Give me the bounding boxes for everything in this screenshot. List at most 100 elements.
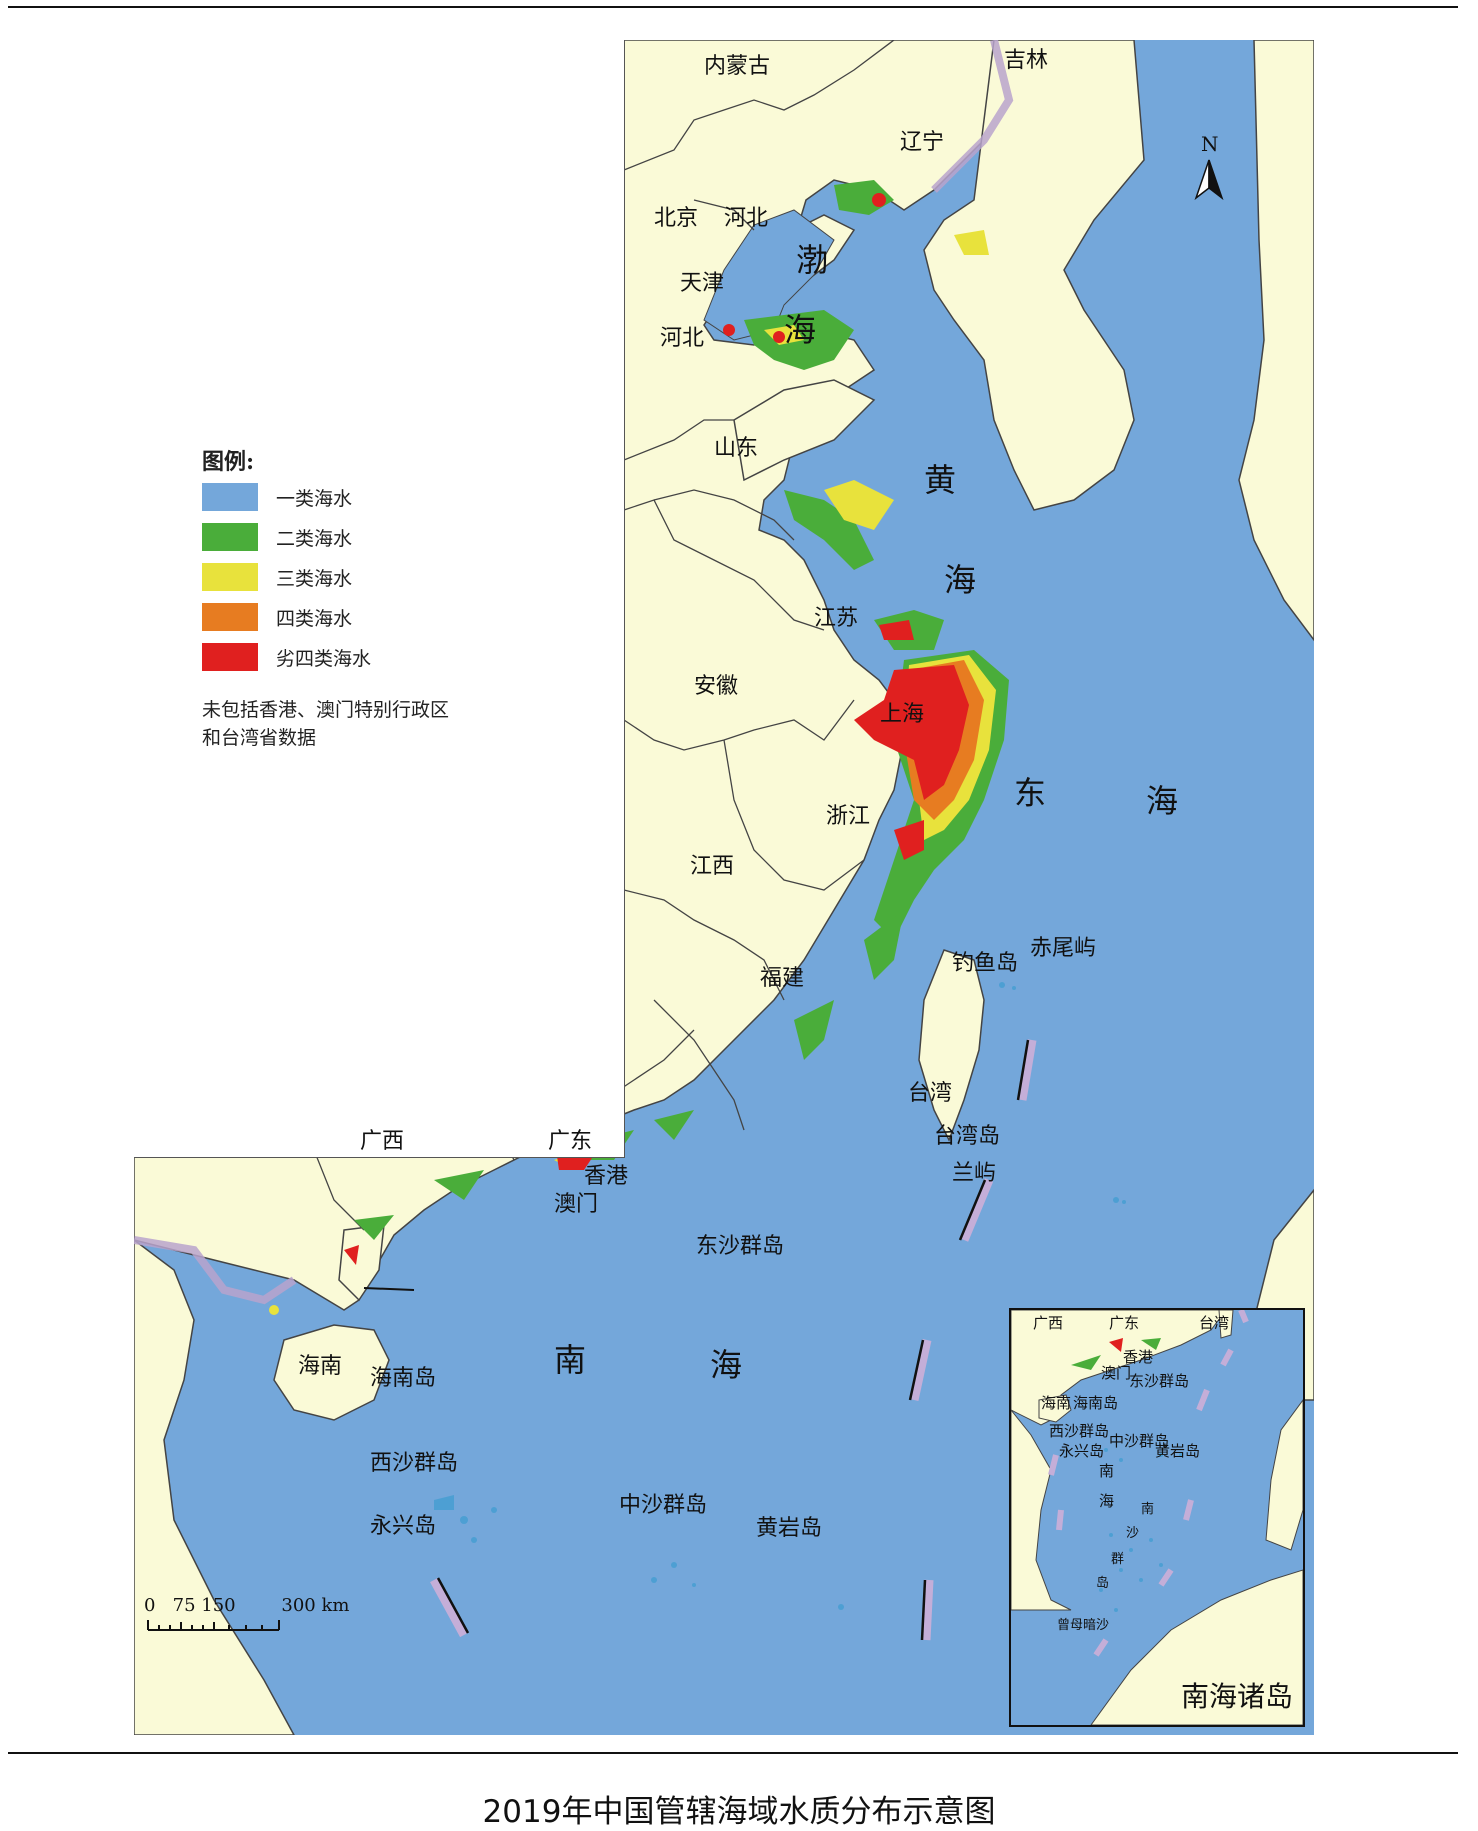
legend-swatch-class1: [202, 483, 258, 511]
legend-label-class4: 四类海水: [276, 607, 353, 630]
label-inner-mongolia: 内蒙古: [704, 54, 771, 79]
label-south-sea-2: 海: [710, 1346, 743, 1384]
label-fujian: 福建: [760, 966, 805, 991]
label-east-sea-2: 海: [1146, 782, 1179, 820]
label-bohai-sea-1: 渤: [796, 241, 829, 279]
scale-bar-label: 0 75 150 300 km: [144, 1595, 350, 1616]
legend-item-class4: 四类海水: [202, 603, 352, 631]
label-zhongsha: 中沙群岛: [619, 1493, 708, 1518]
inset-label-xisha: 西沙群岛: [1049, 1422, 1110, 1440]
maritime-boundary-dashes: [363, 1039, 1037, 1641]
label-anhui: 安徽: [694, 674, 739, 699]
taiwan-island-shape: [918, 949, 985, 1142]
inset-label-dongsha: 东沙群岛: [1129, 1372, 1190, 1390]
inset-title: 南海诸岛: [1180, 1680, 1293, 1713]
shandong-peninsula: [733, 379, 876, 482]
legend-item-worse-than-class4: 劣四类海水: [202, 643, 371, 671]
top-rule: [8, 6, 1458, 8]
label-hebei-north: 河北: [724, 206, 769, 231]
bohai-sea: [703, 209, 835, 341]
legend-label-class2: 二类海水: [276, 527, 353, 550]
scale-bar: [147, 1620, 280, 1631]
north-arrow-label: N: [1201, 132, 1219, 156]
label-liaoning: 辽宁: [900, 130, 945, 155]
north-arrow: [1194, 159, 1224, 201]
inset-indochina: [1011, 1409, 1072, 1611]
japan-edge: [1238, 40, 1314, 642]
label-hebei-south: 河北: [660, 326, 705, 351]
label-yellow-sea-2: 海: [944, 561, 977, 599]
inset-label-zhongsha: 中沙群岛: [1109, 1432, 1170, 1450]
inset-label-hainan: 海南: [1041, 1394, 1072, 1412]
inset-label-hainan-island: 海南岛: [1073, 1394, 1119, 1412]
legend-swatch-class2: [202, 523, 258, 551]
inset-hainan: [1038, 1394, 1072, 1423]
label-jiangxi: 江西: [690, 854, 735, 879]
label-beijing: 北京: [654, 206, 699, 231]
inset-borneo: [1090, 1569, 1303, 1725]
label-jiangsu: 江苏: [814, 606, 859, 631]
label-diaoyu: 钓鱼岛: [952, 951, 1019, 976]
label-east-sea-1: 东: [1014, 774, 1047, 812]
label-zhejiang: 浙江: [826, 804, 871, 829]
label-bohai-sea-2: 海: [784, 311, 817, 349]
water-quality-zones: [269, 180, 1009, 1315]
inset-islands: [1099, 1448, 1183, 1612]
inset-label-guangxi: 广西: [1033, 1314, 1064, 1332]
inset-philippines: [1265, 1399, 1303, 1551]
label-south-sea-1: 南: [554, 1341, 587, 1379]
inset-label-south-sea-1: 南: [1099, 1462, 1115, 1480]
inset-label-nansha-4: 岛: [1096, 1576, 1110, 1591]
inset-canvas: [1011, 1310, 1303, 1725]
map: 图例: 一类海水 二类海水 三类海水 四类海水 劣四类海水 未包括香港、澳门特别…: [134, 40, 1314, 1735]
label-hainan: 海南: [298, 1354, 343, 1379]
label-shanghai: 上海: [880, 702, 925, 727]
inset-label-yongxing: 永兴岛: [1059, 1442, 1105, 1460]
label-hainan-island: 海南岛: [370, 1366, 437, 1391]
inset-label-nansha-2: 沙: [1126, 1526, 1140, 1541]
inset-mainland: [1011, 1310, 1227, 1426]
legend-swatch-worse-than-class4: [202, 643, 258, 671]
legend-note-line2: 和台湾省数据: [202, 727, 317, 749]
label-huangyan: 黄岩岛: [756, 1516, 823, 1541]
inset-taiwan: [1218, 1310, 1234, 1339]
inset-label-hongkong: 香港: [1123, 1348, 1154, 1366]
legend-swatch-class3: [202, 563, 258, 591]
inset-label-nansha-3: 群: [1111, 1552, 1125, 1567]
korean-peninsula: [923, 40, 1145, 511]
legend-label-worse-than-class4: 劣四类海水: [276, 647, 372, 670]
label-yongxing: 永兴岛: [370, 1514, 437, 1539]
inset-zones: [1071, 1338, 1161, 1370]
hainan-island-shape: [273, 1324, 390, 1421]
label-macau: 澳门: [554, 1192, 599, 1217]
label-tianjin: 天津: [680, 271, 725, 296]
legend-item-class1: 一类海水: [202, 483, 352, 511]
legend-note-line1: 未包括香港、澳门特别行政区: [202, 699, 450, 721]
map-caption: 2019年中国管辖海域水质分布示意图: [482, 1794, 996, 1830]
label-hongkong: 香港: [584, 1164, 629, 1189]
legend-item-class2: 二类海水: [202, 523, 352, 551]
national-border-shading: [134, 40, 1014, 1305]
label-guangdong: 广东: [548, 1129, 593, 1154]
label-chiwei: 赤尾屿: [1030, 936, 1097, 961]
label-jilin: 吉林: [1004, 48, 1049, 73]
south-china-sea-inset: 广西 广东 台湾 香港 澳门 东沙群岛 海南 海南岛 西沙群岛 中沙群岛 永兴岛…: [1009, 1308, 1305, 1727]
legend-item-class3: 三类海水: [202, 563, 352, 591]
label-dongsha: 东沙群岛: [696, 1234, 785, 1259]
small-islands: [434, 982, 1126, 1610]
inset-label-zengmu: 曾母暗沙: [1057, 1618, 1110, 1633]
label-guangxi: 广西: [360, 1129, 405, 1154]
inset-label-huangyan: 黄岩岛: [1155, 1442, 1201, 1460]
label-taiwan-island: 台湾岛: [934, 1124, 1001, 1149]
label-lanyu: 兰屿: [952, 1161, 997, 1186]
label-xisha: 西沙群岛: [370, 1451, 459, 1476]
bottom-rule: [8, 1752, 1458, 1754]
legend-panel: 图例: 一类海水 二类海水 三类海水 四类海水 劣四类海水 未包括香港、澳门特别…: [134, 40, 625, 1158]
label-yellow-sea-1: 黄: [924, 461, 957, 499]
legend-note: 未包括香港、澳门特别行政区 和台湾省数据: [202, 696, 622, 752]
legend-label-class3: 三类海水: [276, 567, 353, 590]
inset-dashes: [1048, 1310, 1249, 1657]
label-taiwan: 台湾: [908, 1081, 953, 1106]
indochina-edge: [134, 1239, 295, 1735]
inset-label-taiwan: 台湾: [1199, 1314, 1230, 1332]
